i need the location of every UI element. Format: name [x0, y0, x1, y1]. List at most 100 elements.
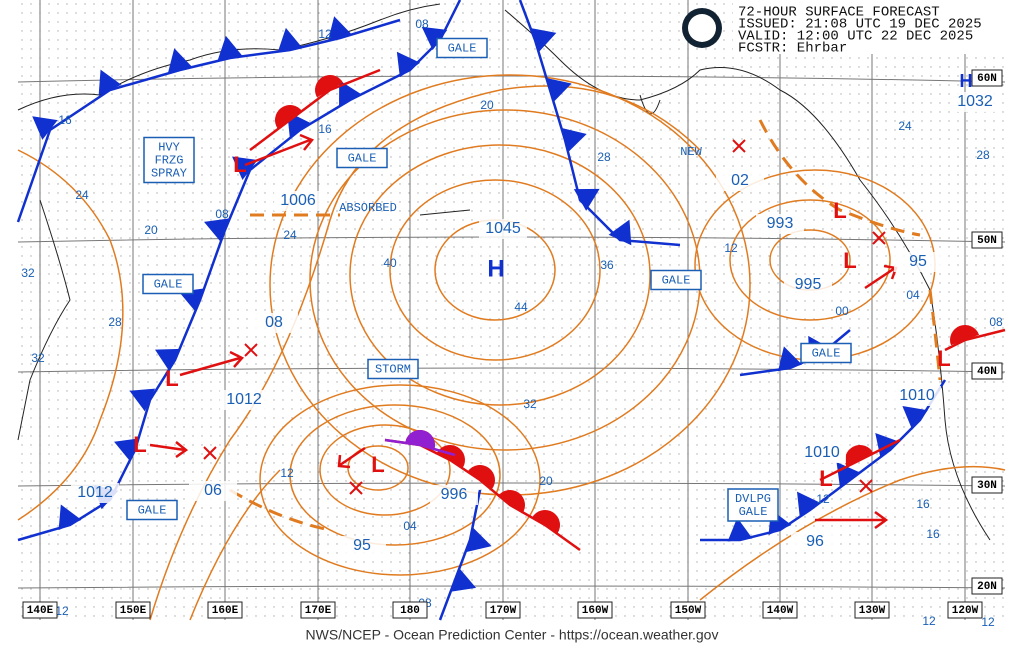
- label-box: [436, 37, 488, 59]
- isobar-label: 16: [58, 113, 72, 127]
- label-box: [143, 136, 195, 184]
- lat-label-box: [971, 231, 1003, 249]
- boxed-label: FRZG: [155, 154, 184, 168]
- pressure-bg: [220, 390, 268, 410]
- low-center: L: [371, 452, 384, 477]
- isobar-label: 20: [144, 223, 158, 237]
- isobar-label: 12: [922, 614, 936, 628]
- pressure-bg: [479, 219, 527, 239]
- pressure-value: 08: [265, 314, 283, 331]
- isobar-label: 32: [31, 351, 45, 365]
- lon-label-box: [577, 601, 613, 619]
- isobar-label: 16: [318, 122, 332, 136]
- header-title: 72-HOUR SURFACE FORECAST: [738, 5, 940, 21]
- header-forecaster: FCSTR: Ehrbar: [738, 41, 847, 57]
- lon-label: 150E: [120, 605, 147, 617]
- label-box: [727, 488, 779, 522]
- pressure-value: 96: [806, 533, 824, 550]
- isobar-label: 24: [75, 188, 89, 202]
- pressure-bg: [756, 214, 804, 234]
- boxed-label: GALE: [348, 152, 377, 166]
- pressure-value: 996: [441, 486, 468, 503]
- noaa-logo-inner: [688, 14, 716, 42]
- isobar-label: 04: [403, 519, 417, 533]
- pressure-value: 1012: [226, 391, 262, 408]
- low-center: L: [843, 248, 856, 273]
- pressure-bg: [894, 252, 942, 272]
- label-box: [126, 499, 178, 521]
- isobar-label: 28: [597, 150, 611, 164]
- lat-label: 60N: [977, 73, 997, 85]
- lat-label-box: [971, 362, 1003, 380]
- isobar-label: 08: [415, 17, 429, 31]
- pressure-bg: [430, 485, 478, 505]
- map-background: [18, 0, 1006, 622]
- low-center: L: [133, 432, 146, 457]
- isobar-label: 20: [539, 474, 553, 488]
- isobar-label: 12: [280, 466, 294, 480]
- motion-arrows: [149, 133, 898, 530]
- boxed-label: SPRAY: [151, 167, 187, 181]
- pressure-bg: [250, 313, 298, 333]
- isobar-label: 20: [480, 98, 494, 112]
- lon-label-box: [670, 601, 706, 619]
- high-center: H: [487, 255, 504, 282]
- boxed-label: STORM: [375, 363, 411, 377]
- lon-label-box: [947, 601, 983, 619]
- lon-label: 140W: [767, 605, 794, 617]
- label-box: [142, 273, 194, 295]
- isobar-label: 24: [283, 228, 297, 242]
- isobar-label: 24: [898, 119, 912, 133]
- isobar-label: 44: [514, 300, 528, 314]
- pressure-bg: [71, 483, 119, 503]
- pressure-value: 993: [767, 215, 794, 232]
- lon-label-box: [392, 601, 428, 619]
- isobar-label: 16: [916, 497, 930, 511]
- lon-label-box: [854, 601, 890, 619]
- pressure-bg: [791, 532, 839, 552]
- lon-label: 160W: [582, 605, 609, 617]
- boxed-label: GALE: [812, 347, 841, 361]
- isobar-label: 12: [816, 492, 830, 506]
- lon-label-box: [300, 601, 336, 619]
- isobar-label: 00: [835, 304, 849, 318]
- boxed-label: GALE: [662, 274, 691, 288]
- label-box: [367, 358, 419, 380]
- isobar-label: 32: [523, 397, 537, 411]
- pressure-bg: [274, 191, 322, 211]
- lon-label-box: [115, 601, 151, 619]
- pressure-value: 1010: [899, 387, 935, 404]
- pressure-bg: [716, 171, 764, 191]
- isobar-label: 40: [383, 256, 397, 270]
- low-center: L: [819, 466, 832, 491]
- pressure-bg: [784, 275, 832, 295]
- isobar-label: 04: [906, 288, 920, 302]
- lon-label: 130W: [859, 605, 886, 617]
- boxed-label: GALE: [154, 278, 183, 292]
- isobar-label: 28: [108, 315, 122, 329]
- pressure-value: 95: [909, 253, 927, 270]
- low-markers: [203, 139, 886, 495]
- note: NEW: [680, 145, 702, 159]
- isobar-label: 12: [318, 27, 332, 41]
- pressure-bg: [338, 536, 386, 556]
- pressure-value: 02: [731, 172, 749, 189]
- boxed-label: HVY: [158, 141, 180, 155]
- lat-label-box: [971, 476, 1003, 494]
- low-center: L: [165, 366, 178, 391]
- label-box: [650, 269, 702, 291]
- lon-label: 170E: [305, 605, 332, 617]
- high-center: H: [960, 71, 973, 91]
- isobar-label: 12: [724, 241, 738, 255]
- lon-label: 170W: [490, 605, 517, 617]
- pressure-value: 1012: [77, 484, 113, 501]
- isobar-label: 12: [55, 604, 69, 618]
- lon-label-box: [207, 601, 243, 619]
- low-center: L: [833, 198, 846, 223]
- boxed-label: GALE: [448, 42, 477, 56]
- pressure-bg: [798, 443, 846, 463]
- pressure-value: 1010: [804, 444, 840, 461]
- isobar-label: 08: [215, 207, 229, 221]
- header-box: [733, 0, 1006, 54]
